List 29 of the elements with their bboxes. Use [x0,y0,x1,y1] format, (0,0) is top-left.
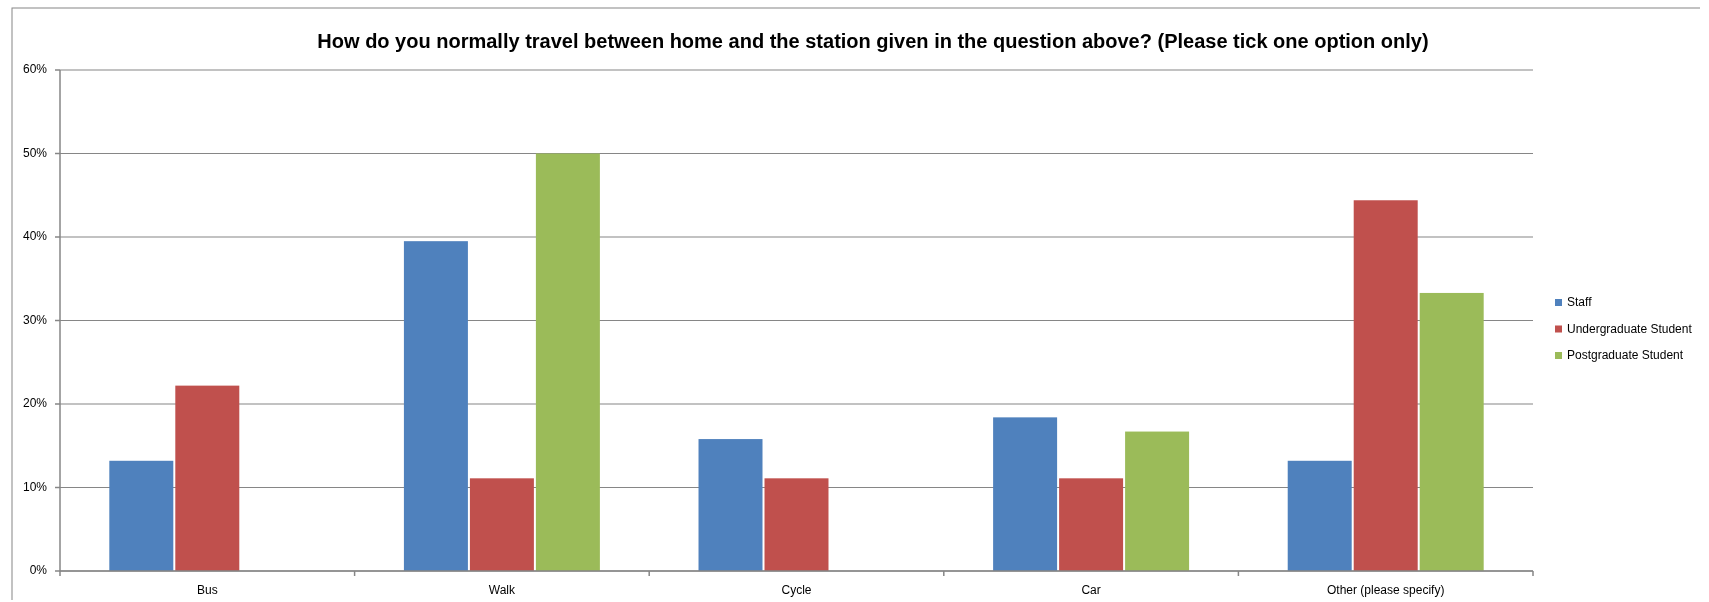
x-tick-label: Bus [196,583,218,598]
bar [993,417,1058,571]
y-tick-label: 40% [22,229,48,244]
bar [109,460,174,571]
y-tick-label: 20% [22,396,48,411]
bar [1125,431,1190,571]
bar [535,153,600,571]
bar [764,478,829,571]
bar [698,439,763,571]
x-tick-label: Other (please specify) [1327,583,1445,598]
bar [175,385,240,571]
bar [1353,200,1418,571]
chart-title: How do you normally travel between home and the station given in the question above? (Please tick one option only) [317,30,1429,52]
bar [403,241,468,571]
bar [1059,478,1124,571]
legend-label: Undergraduate Student [1567,321,1693,336]
bar [1419,292,1484,571]
y-tick-label: 30% [22,312,48,327]
x-tick-label: Walk [488,583,516,598]
legend-label: Postgraduate Student [1567,348,1684,363]
bar [469,478,534,571]
legend-label: Staff [1567,295,1593,310]
y-tick-label: 60% [22,62,48,77]
x-tick-label: Car [1081,583,1101,598]
y-tick-label: 0% [29,563,48,578]
y-tick-label: 10% [22,479,48,494]
bar [1287,460,1352,571]
x-tick-label: Cycle [781,583,812,598]
y-tick-label: 50% [22,145,48,160]
